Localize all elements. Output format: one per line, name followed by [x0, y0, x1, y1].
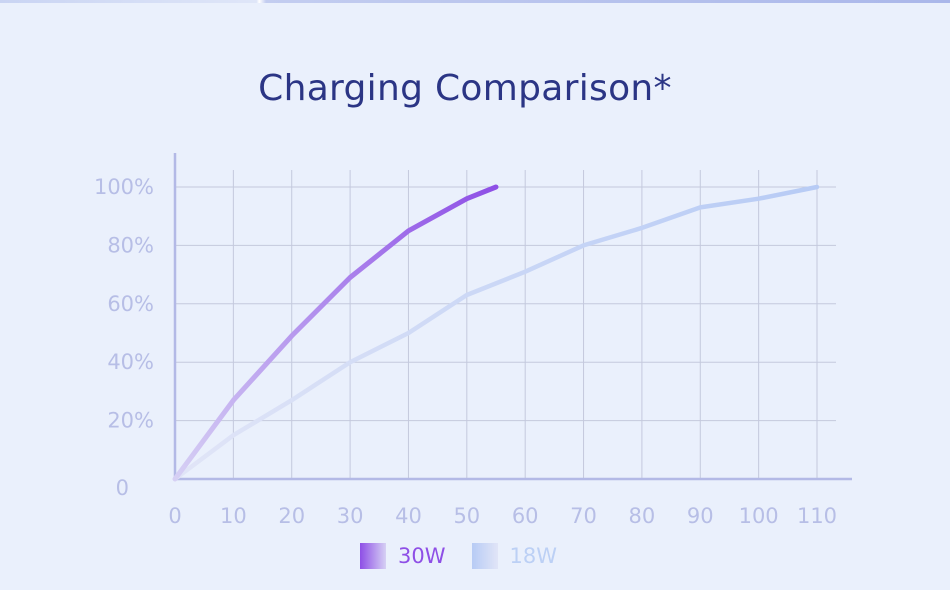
legend-swatch-30w	[360, 543, 386, 569]
legend-label-30w: 30W	[398, 544, 446, 568]
y-tick-label: 80%	[107, 233, 154, 257]
x-tick-label: 50	[453, 504, 480, 528]
y-tick-label: 100%	[94, 175, 154, 199]
legend-item-18w: 18W	[471, 543, 558, 569]
x-tick-label: 80	[629, 504, 656, 528]
x-tick-label: 20	[278, 504, 305, 528]
y-tick-label: 40%	[107, 350, 154, 374]
series-line-18w	[172, 184, 820, 482]
series-line-30w	[172, 184, 499, 482]
x-tick-label: 90	[687, 504, 714, 528]
x-tick-label: 10	[220, 504, 247, 528]
x-tick-label: 110	[797, 504, 837, 528]
y-tick-label: 60%	[107, 292, 154, 316]
x-tick-labels: 0 10 20 30 40 50 60 70 80 90 100 110	[168, 504, 837, 528]
y-tick-label: 20%	[107, 409, 154, 433]
series-lines	[172, 184, 820, 482]
x-tick-label: 100	[739, 504, 779, 528]
x-tick-label: 30	[337, 504, 364, 528]
grid	[175, 170, 836, 479]
legend-item-30w: 30W	[360, 543, 446, 569]
legend: 30W 18W	[360, 541, 583, 571]
axes	[173, 153, 852, 481]
x-tick-label: 40	[395, 504, 422, 528]
x-tick-label: 0	[168, 504, 181, 528]
chart-title: Charging Comparison*	[258, 68, 672, 109]
x-tick-label: 70	[570, 504, 597, 528]
y-tick-labels: 0 20% 40% 60% 80% 100%	[94, 175, 154, 500]
y-tick-label: 0	[116, 476, 129, 500]
top-accent-bar	[0, 0, 950, 3]
legend-label-18w: 18W	[509, 544, 558, 568]
x-tick-label: 60	[512, 504, 539, 528]
legend-swatch-18w	[471, 543, 498, 569]
